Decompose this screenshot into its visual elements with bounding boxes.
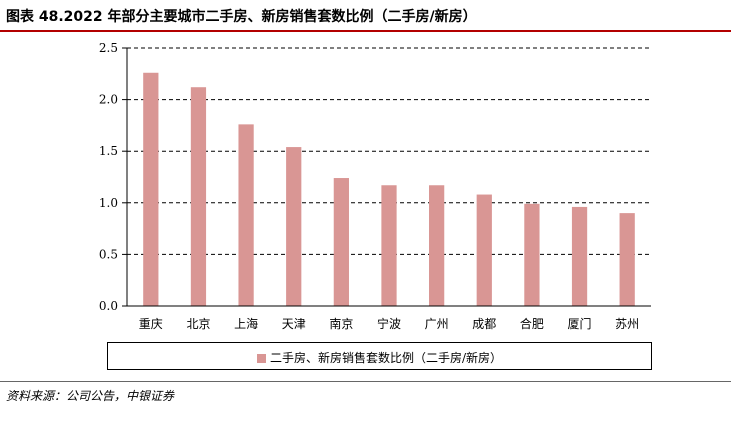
x-tick-label: 宁波	[377, 316, 401, 331]
y-tick-label: 2.5	[99, 41, 118, 55]
y-tick-label: 1.0	[99, 196, 118, 210]
bar	[429, 185, 445, 306]
bar	[381, 185, 397, 306]
x-tick-label: 天津	[282, 317, 306, 331]
x-tick-label: 北京	[186, 317, 210, 331]
x-tick-label: 苏州	[615, 317, 639, 331]
legend-swatch	[256, 354, 266, 363]
legend: 二手房、新房销售套数比例（二手房/新房）	[107, 342, 652, 370]
figure-title: 图表 48.2022 年部分主要城市二手房、新房销售套数比例（二手房/新房）	[6, 9, 477, 25]
bar	[286, 147, 302, 306]
y-tick-label: 2.0	[99, 93, 118, 107]
bar	[190, 87, 207, 306]
x-tick-label: 南京	[329, 316, 353, 331]
bar	[333, 178, 349, 306]
x-tick-label: 上海	[234, 316, 258, 331]
bar	[571, 206, 588, 306]
y-tick-label: 1.5	[99, 144, 118, 158]
x-tick-label: 厦门	[568, 316, 592, 331]
legend-label: 二手房、新房销售套数比例（二手房/新房）	[269, 351, 503, 365]
y-tick-labels: 0.0 0.5 1.0 1.5 2.0 2.5	[99, 41, 118, 313]
axes	[122, 47, 651, 307]
bar	[238, 124, 254, 306]
x-tick-label: 重庆	[139, 317, 163, 331]
x-tick-label: 成都	[472, 317, 496, 331]
bar	[619, 213, 635, 306]
x-tick-labels: 重庆 北京 上海 天津 南京 宁波 广州 成都 合肥 厦门 苏州	[139, 316, 639, 331]
title-rule	[0, 30, 731, 32]
y-tick-label: 0.0	[99, 299, 118, 313]
source-note: 资料来源：公司公告，中银证券	[6, 389, 175, 403]
y-tick-label: 0.5	[99, 247, 118, 261]
source-rule	[0, 381, 731, 382]
bar	[524, 203, 540, 306]
x-tick-label: 广州	[425, 317, 449, 331]
bar	[476, 194, 492, 306]
bar	[143, 72, 159, 306]
x-tick-label: 合肥	[520, 316, 544, 331]
bar-chart: 0.0 0.5 1.0 1.5 2.0 2.5 重庆 北京 上海 天津 南京 宁波 广州 成都 合肥 厦门 苏…	[99, 41, 651, 331]
bars	[143, 72, 635, 306]
